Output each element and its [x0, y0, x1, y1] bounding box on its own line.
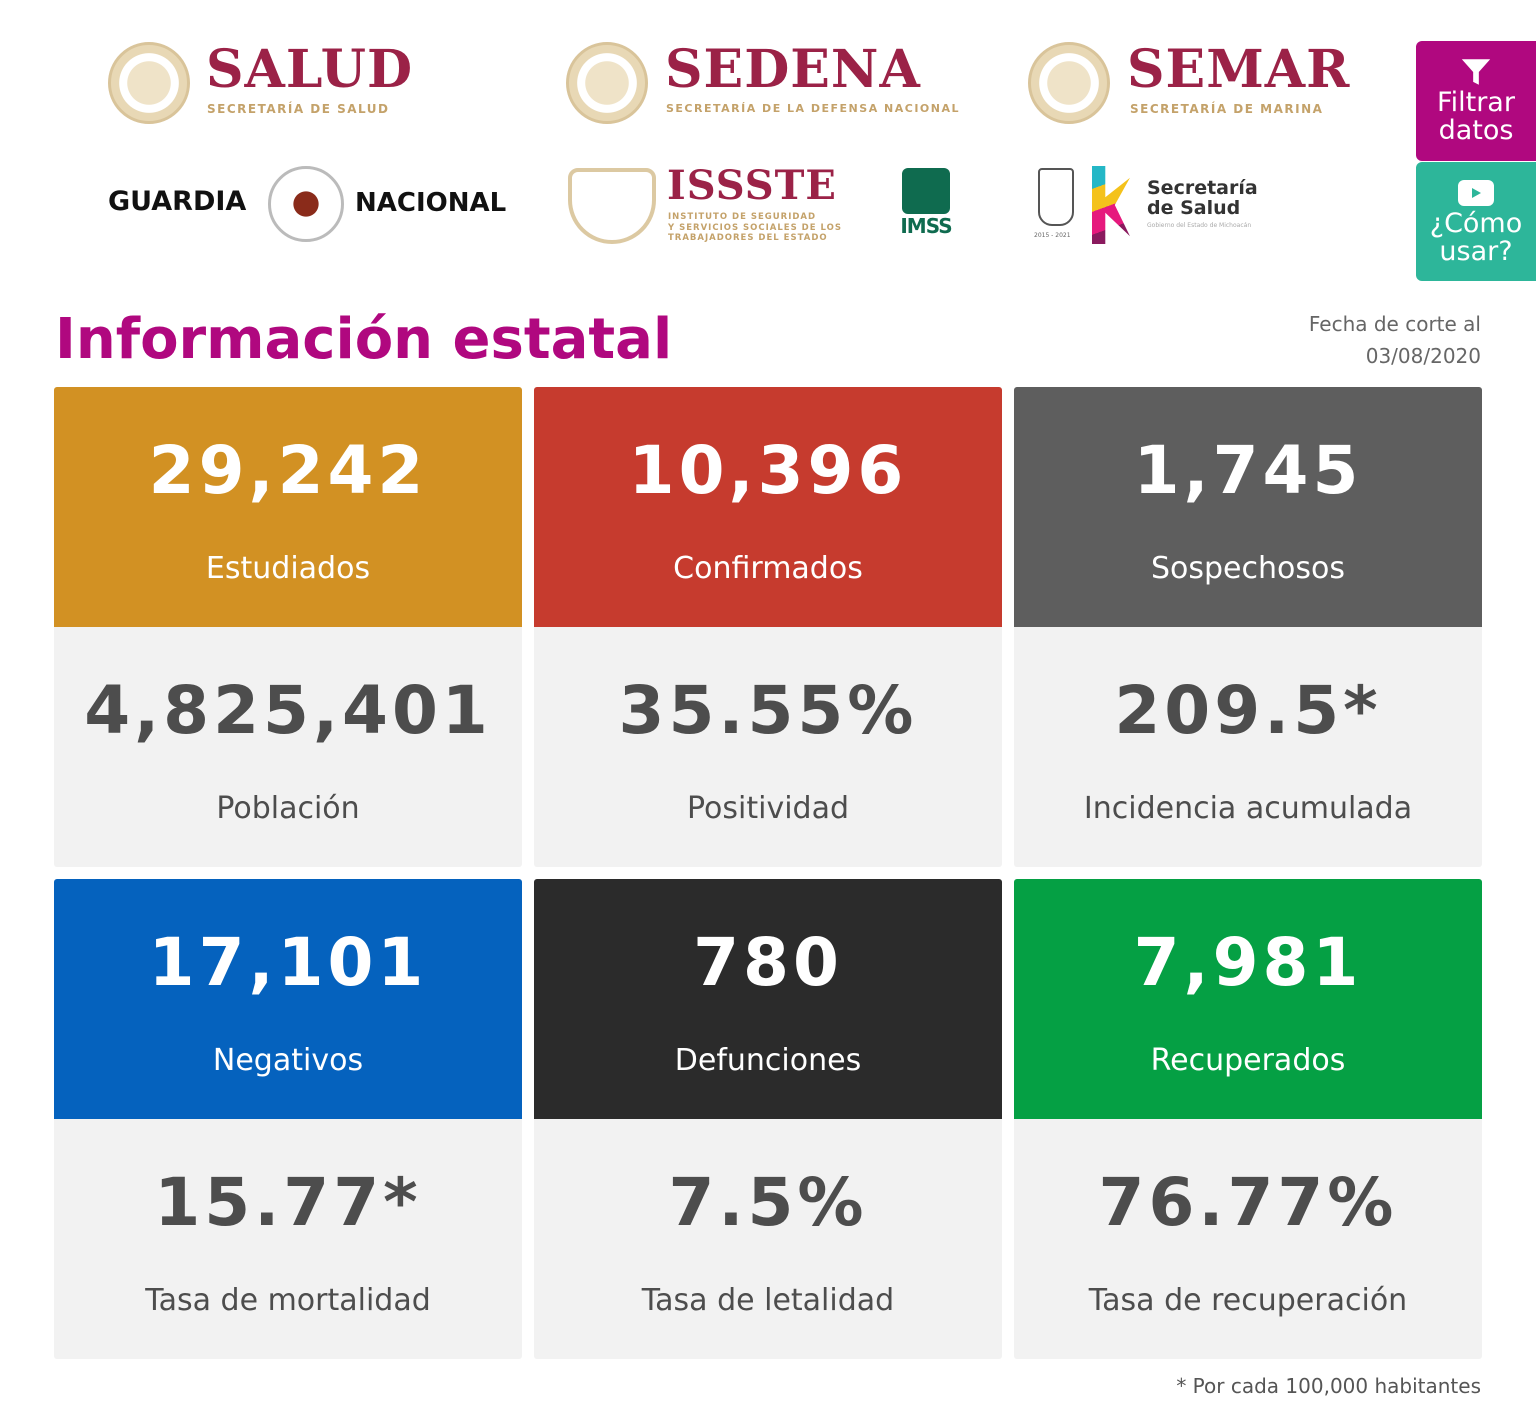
nacional-text: NACIONAL	[355, 188, 507, 218]
stat-card-sospechosos: 1,745 Sospechosos	[1014, 387, 1482, 627]
stat-card-estudiados: 29,242 Estudiados	[54, 387, 522, 627]
cutoff-date: Fecha de corte al 03/08/2020	[1309, 308, 1481, 372]
national-seal-icon	[566, 42, 648, 124]
sedena-subtitle: SECRETARÍA DE LA DEFENSA NACIONAL	[666, 102, 960, 115]
stat-label: Defunciones	[674, 1043, 862, 1078]
page-title: Información estatal	[55, 307, 673, 372]
michoacan-title-line: Secretaría	[1147, 177, 1258, 199]
k-emblem-icon	[1092, 166, 1130, 244]
michoacan-subtitle: Gobierno del Estado de Michoacán	[1147, 222, 1252, 229]
stat-label: Sospechosos	[1150, 551, 1345, 586]
michoacan-salud-logo: 2015 - 2021 Secretaría de Salud Gobierno…	[1034, 164, 1294, 244]
stat-card-confirmados: 10,396 Confirmados	[534, 387, 1002, 627]
national-seal-icon	[1028, 42, 1110, 124]
stat-value: 76.77%	[1098, 1164, 1398, 1241]
stat-value: 7,981	[1133, 924, 1363, 1001]
issste-logo: ISSSTE INSTITUTO DE SEGURIDAD Y SERVICIO…	[566, 160, 846, 250]
how-to-use-button[interactable]: ¿Cómo usar?	[1416, 162, 1536, 281]
stat-card-poblacion: 4,825,401 Población	[54, 627, 522, 867]
sedena-title: SEDENA	[665, 39, 921, 100]
imss-logo: IMSS	[900, 168, 953, 240]
stat-value: 17,101	[148, 924, 428, 1001]
salud-subtitle: SECRETARÍA DE SALUD	[207, 102, 390, 116]
stat-card-recuperados: 7,981 Recuperados	[1014, 879, 1482, 1119]
imss-title: IMSS	[900, 214, 952, 238]
stat-value: 780	[693, 924, 843, 1001]
stat-card-recuperacion: 76.77% Tasa de recuperación	[1014, 1119, 1482, 1359]
michoacan-shield-icon	[1038, 168, 1074, 226]
stat-card-letalidad: 7.5% Tasa de letalidad	[534, 1119, 1002, 1359]
stat-card-incidencia: 209.5* Incidencia acumulada	[1014, 627, 1482, 867]
filter-label-line: datos	[1438, 115, 1514, 146]
howto-label-line: ¿Cómo	[1429, 208, 1523, 239]
sedena-logo: SEDENA SECRETARÍA DE LA DEFENSA NACIONAL	[566, 40, 976, 125]
issste-title: ISSSTE	[667, 162, 837, 209]
issste-sub-line: Y SERVICIOS SOCIALES DE LOS	[668, 222, 842, 233]
semar-subtitle: SECRETARÍA DE MARINA	[1130, 102, 1324, 116]
cutoff-date-label: Fecha de corte al	[1308, 312, 1481, 336]
issste-sub-line: TRABAJADORES DEL ESTADO	[668, 233, 828, 243]
stat-value: 29,242	[148, 432, 428, 509]
michoacan-years: 2015 - 2021	[1034, 232, 1071, 239]
semar-title: SEMAR	[1127, 39, 1351, 100]
stat-label: Estudiados	[205, 551, 371, 586]
guardia-emblem-icon	[268, 166, 344, 242]
youtube-play-icon	[1458, 180, 1494, 206]
stat-label: Confirmados	[673, 551, 863, 586]
stat-value: 35.55%	[618, 672, 918, 749]
stat-value: 1,745	[1133, 432, 1363, 509]
salud-logo: SALUD SECRETARÍA DE SALUD	[108, 40, 428, 125]
guardia-nacional-logo: GUARDIA NACIONAL	[108, 166, 508, 246]
filter-data-button[interactable]: Filtrar datos	[1416, 41, 1536, 161]
footnote: * Por cada 100,000 habitantes	[1176, 1374, 1481, 1398]
stat-label: Recuperados	[1150, 1043, 1346, 1078]
stat-label: Población	[216, 791, 360, 826]
stat-card-defunciones: 780 Defunciones	[534, 879, 1002, 1119]
cutoff-date-value: 03/08/2020	[1365, 344, 1481, 368]
stat-card-mortalidad: 15.77* Tasa de mortalidad	[54, 1119, 522, 1359]
stat-label: Tasa de mortalidad	[145, 1283, 431, 1318]
stat-card-negativos: 17,101 Negativos	[54, 879, 522, 1119]
stat-label: Tasa de recuperación	[1088, 1283, 1408, 1318]
filter-funnel-icon	[1461, 59, 1491, 85]
stat-label: Positividad	[687, 791, 849, 826]
salud-title: SALUD	[206, 39, 414, 100]
stat-value: 10,396	[628, 432, 908, 509]
hands-emblem-icon	[568, 168, 656, 244]
stat-value: 209.5*	[1114, 672, 1382, 749]
issste-sub-line: INSTITUTO DE SEGURIDAD	[668, 212, 817, 222]
stat-card-positividad: 35.55% Positividad	[534, 627, 1002, 867]
stat-label: Tasa de letalidad	[641, 1283, 895, 1318]
michoacan-title-line: de Salud	[1147, 197, 1241, 219]
howto-label-line: usar?	[1439, 236, 1513, 267]
stat-label: Negativos	[212, 1043, 364, 1078]
stat-label: Incidencia acumulada	[1083, 791, 1413, 826]
stat-value: 7.5%	[668, 1164, 868, 1241]
guardia-text: GUARDIA	[108, 186, 247, 217]
filter-label-line: Filtrar	[1437, 87, 1515, 118]
national-seal-icon	[108, 42, 190, 124]
stat-value: 15.77*	[154, 1164, 422, 1241]
stat-value: 4,825,401	[84, 672, 492, 749]
semar-logo: SEMAR SECRETARÍA DE MARINA	[1028, 40, 1368, 125]
imss-emblem-icon	[902, 168, 950, 214]
